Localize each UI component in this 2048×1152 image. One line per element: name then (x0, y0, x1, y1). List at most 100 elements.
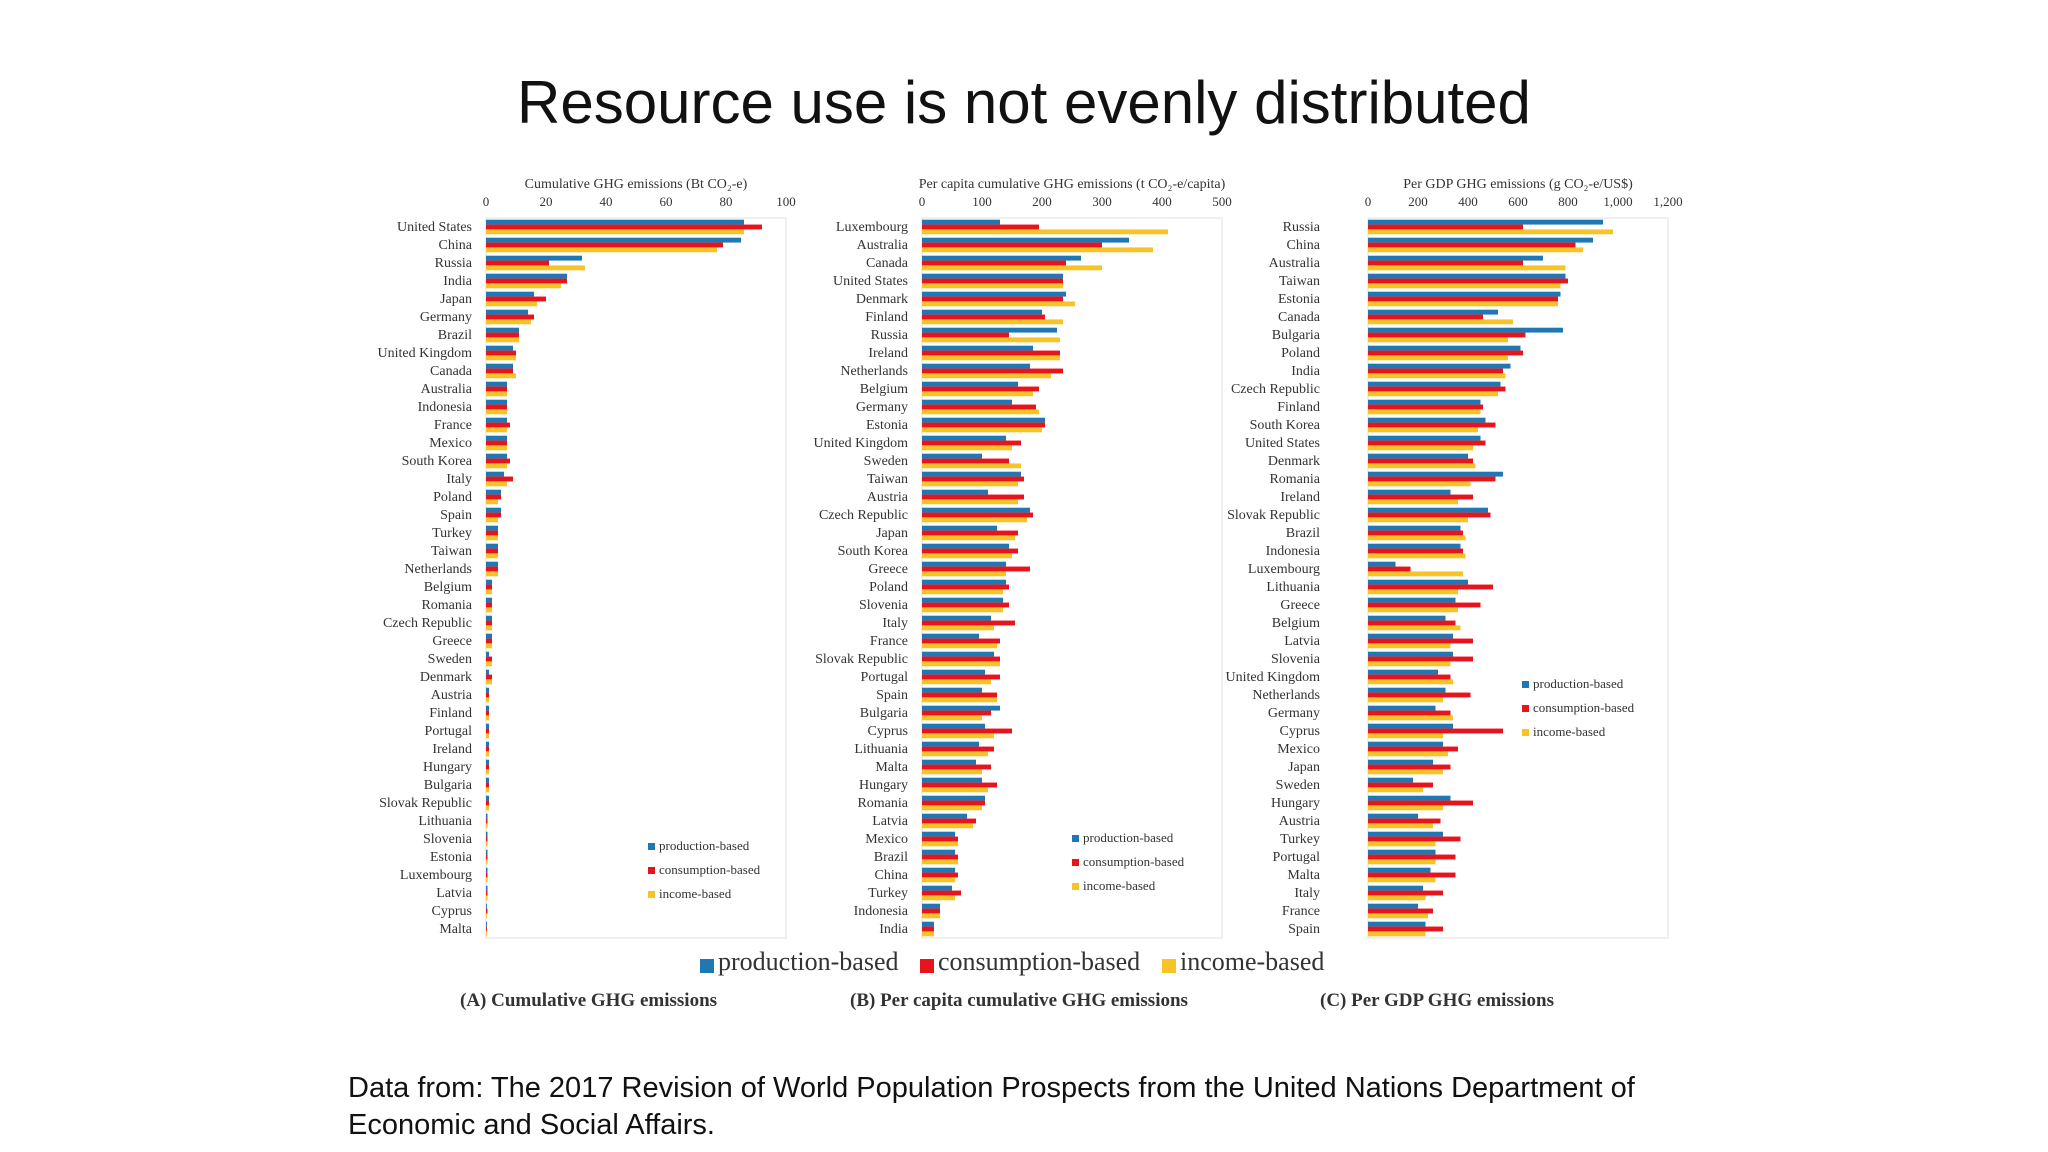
chart2-category-label: Russia (871, 328, 909, 343)
chart3-bar (1368, 805, 1443, 811)
chart2-bar (922, 517, 1027, 523)
chart2-bar (922, 265, 1102, 271)
chart1-legend-label: income-based (659, 886, 732, 901)
chart1-bar (486, 921, 487, 927)
chart1-category-label: Italy (446, 472, 472, 487)
chart2-bar (922, 435, 1006, 441)
chart3-bar (1368, 553, 1466, 559)
chart1-category-label: Portugal (425, 724, 473, 739)
chart3-bar (1368, 697, 1443, 703)
chart2-bar (922, 800, 985, 806)
chart3-bar (1368, 705, 1436, 711)
chart3-category-label: Czech Republic (1231, 382, 1320, 397)
chart3-bar (1368, 399, 1481, 405)
chart3-bar (1368, 373, 1506, 379)
chart2-category-label: Cyprus (868, 724, 908, 739)
chart1-bar (486, 669, 489, 675)
chart3-bar (1368, 345, 1521, 351)
chart2-bar (922, 638, 1000, 644)
chart1-category-label: Sweden (428, 652, 472, 667)
chart2-category-label: Mexico (865, 832, 908, 847)
legend-label-consumption: consumption-based (938, 947, 1141, 976)
chart2-bar (922, 530, 1018, 536)
chart3-bar (1368, 247, 1583, 253)
chart2-category-label: Turkey (868, 886, 908, 901)
chart2-category-label: Czech Republic (819, 508, 908, 523)
chart2-category-label: Denmark (856, 292, 908, 307)
chart3-bar (1368, 219, 1603, 225)
chart3-category-label: Finland (1277, 400, 1320, 415)
chart3-bar (1368, 620, 1456, 626)
chart1-bar (486, 535, 498, 541)
chart3-bar (1368, 759, 1433, 765)
chart3-bar (1368, 836, 1461, 842)
chart1-bar (486, 319, 531, 325)
chart3-bar (1368, 823, 1433, 829)
chart3-bar (1368, 517, 1468, 523)
chart3-bar (1368, 301, 1558, 307)
chart2-category-label: Slovak Republic (815, 652, 908, 667)
chart2-legend-swatch (1072, 859, 1079, 866)
chart2-bar (922, 386, 1039, 392)
chart3-bar (1368, 908, 1433, 914)
chart2-tick-label: 300 (1092, 194, 1112, 209)
chart1-bar (486, 787, 489, 793)
chart3-bar (1368, 854, 1456, 860)
chart3-bar (1368, 661, 1451, 667)
chart2-bar (922, 350, 1060, 356)
chart2-bar (922, 885, 952, 891)
chart2-bar (922, 625, 994, 631)
chart2-bar (922, 355, 1060, 361)
chart1-bar (486, 885, 488, 891)
chart1-bar (486, 314, 534, 320)
chart1-bar (486, 782, 489, 788)
chart2-category-label: India (879, 922, 909, 937)
chart3-bar (1368, 489, 1451, 495)
chart3-bar (1368, 597, 1456, 603)
chart2-category-label: Spain (876, 688, 908, 703)
chart1-category-label: Malta (439, 922, 472, 937)
chart2-bar (922, 440, 1021, 446)
chart2-bar (922, 571, 1006, 577)
chart1-bar (486, 723, 489, 729)
chart3-bar (1368, 921, 1426, 927)
chart2-bar (922, 381, 1018, 387)
chart1-bar (486, 409, 507, 415)
chart3-bar (1368, 535, 1466, 541)
chart1-bar (486, 391, 507, 397)
chart1-category-label: Spain (440, 508, 472, 523)
chart3-category-label: Netherlands (1252, 688, 1320, 703)
chart2-bar (922, 769, 982, 775)
chart1-category-label: Turkey (432, 526, 472, 541)
chart3-bar (1368, 669, 1438, 675)
chart1-bar (486, 643, 492, 649)
chart1-bar (486, 751, 489, 757)
chart3-bar (1368, 332, 1526, 338)
chart2-bar (922, 427, 1042, 433)
chart1-bar (486, 867, 488, 873)
chart1-category-label: Romania (421, 598, 472, 613)
slide-title: Resource use is not evenly distributed (517, 69, 1531, 136)
chart1-bar (486, 661, 492, 667)
legend-label-production: production-based (718, 947, 899, 976)
chart1-bar (486, 283, 561, 289)
chart3-bar (1368, 386, 1506, 392)
chart3-bar (1368, 831, 1443, 837)
chart2-category-label: Poland (869, 580, 908, 595)
chart1-bar (486, 597, 492, 603)
chart1-tick-label: 100 (776, 194, 796, 209)
chart2-bar (922, 291, 1066, 297)
chart2-bar (922, 224, 1039, 230)
chart1-category-label: Luxembourg (400, 868, 472, 883)
chart2-bar (922, 692, 997, 698)
chart3-bar (1368, 273, 1566, 279)
chart3-category-label: United States (1245, 436, 1320, 451)
footer-source-note: Data from: The 2017 Revision of World Po… (348, 1072, 1635, 1141)
chart1-bar (486, 530, 498, 536)
chart1-bar (486, 890, 488, 896)
chart1-bar (486, 507, 501, 513)
chart3-legend-label: production-based (1533, 676, 1624, 691)
chart3-category-label: Taiwan (1279, 274, 1320, 289)
chart3-bar (1368, 283, 1561, 289)
chart2-bar (922, 553, 1012, 559)
